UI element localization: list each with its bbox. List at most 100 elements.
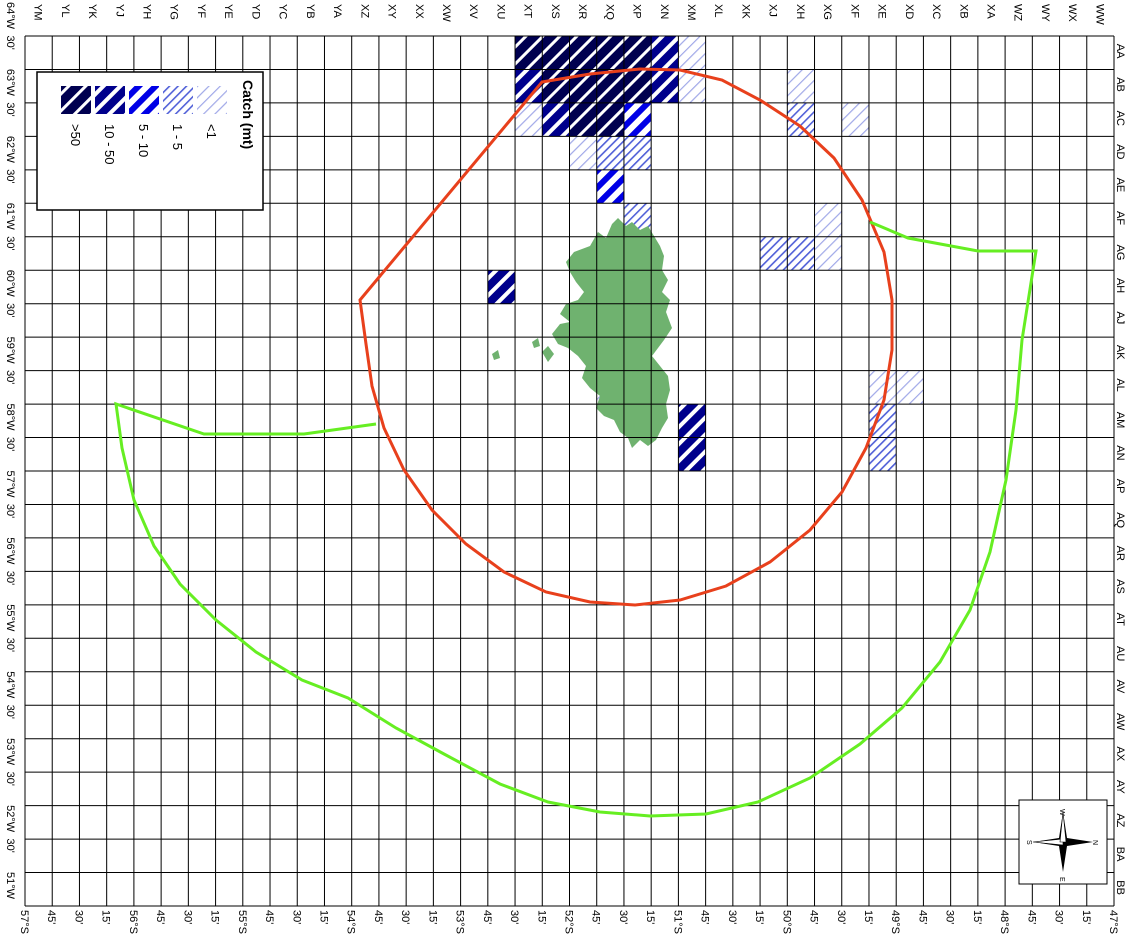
latitude-label: 15' [644,910,656,924]
longitude-label: 30' [4,35,16,49]
row-code-label: XM [685,4,697,21]
catch-cell-XS-AA [542,36,570,70]
land-mass [492,218,672,448]
legend-title: Catch (mt) [240,80,256,149]
catch-cell-XE-AL [868,370,897,405]
latitude-label: 15' [100,910,112,924]
col-code-label: AR [1114,546,1126,561]
row-code-label: YJ [113,4,125,17]
row-code-label: XT [522,4,534,18]
latitude-label: 15' [862,910,874,924]
latitude-label: 30' [944,910,956,924]
latitude-label: 45' [154,910,166,924]
row-code-label: YE [222,4,234,19]
catch-cell-XE-AN [868,437,897,471]
latitude-label: 15' [426,910,438,924]
catch-cell-XD-AL [896,370,924,405]
col-code-label: AK [1114,345,1126,360]
row-code-label: WY [1039,4,1051,22]
latitude-label: 15' [317,910,329,924]
col-code-label: AL [1114,378,1126,391]
catch-cell-XU-AH [487,270,516,304]
row-code-label: WX [1066,4,1078,22]
catch-cell-XQ-AB [596,69,624,103]
row-code-label: XC [930,4,942,19]
legend-swatch-gt50 [61,86,91,114]
row-code-label: XR [576,4,588,19]
catch-cell-XG-AF [814,203,842,237]
col-code-label: AA [1114,44,1126,59]
longitude-label: 30' [4,303,16,317]
axis-labels: WW WX WY WZ XA XB XC XD XE XF XG XH XJ XK XL XM XN XP XQ XR… [4,2,1126,934]
row-code-label: WW [1093,4,1105,25]
legend-swatch-lt1 [197,86,227,114]
catch-cell-XM-AN [678,437,706,471]
longitude-label: 30' [4,839,16,853]
col-code-label: AD [1114,144,1126,159]
col-code-label: AV [1114,680,1126,695]
row-code-label: XN [658,4,670,19]
latitude-label: 30' [508,910,520,924]
longitude-label: 59°W [4,337,16,365]
row-code-label: XQ [603,4,615,20]
row-code-label: WZ [1012,4,1024,21]
col-code-label: AP [1114,479,1126,494]
longitude-label: 30' [4,370,16,384]
latitude-label: 30' [726,910,738,924]
latitude-label: 30' [835,910,847,924]
legend-label-gt50: >50 [68,124,83,146]
green-boundary [114,220,1038,818]
latitude-label: 52°S [563,910,575,934]
row-code-label: YC [277,4,289,19]
longitude-label: 30' [4,504,16,518]
col-code-label: AB [1114,77,1126,92]
row-code-label: YD [249,4,261,19]
compass-e: E [1058,877,1065,882]
row-code-label: XB [957,4,969,19]
longitude-label: 54°W [4,671,16,699]
row-code-label: XA [984,4,996,19]
col-code-label: BA [1114,847,1126,862]
row-code-label: XD [903,4,915,19]
longitude-label: 30' [4,169,16,183]
latitude-label: 30' [72,910,84,924]
row-code-label: YG [168,4,180,20]
row-code-label: XS [549,4,561,19]
catch-cell-XH-AB [787,69,815,103]
catch-cell-XH-AG [787,236,815,271]
longitude-label: 58°W [4,404,16,432]
row-code-label: XE [876,4,888,19]
longitude-label: 63°W [4,69,16,97]
latitude-label: 53°S [454,910,466,934]
col-code-label: AM [1114,412,1126,429]
latitude-label: 45' [590,910,602,924]
catch-cell-XF-AC [841,102,869,137]
catch-cell-XJ-AG [760,236,788,271]
row-code-label: YB [304,4,316,19]
latitude-label: 50°S [780,910,792,934]
col-code-label: BB [1114,880,1126,895]
col-code-label: AG [1114,245,1126,261]
longitude-label: 30' [4,772,16,786]
col-code-label: AX [1114,746,1126,761]
row-code-label: XP [631,4,643,19]
longitude-label: 53°W [4,738,16,766]
catch-cell-XP-AB [623,69,652,103]
latitude-label: 45' [699,910,711,924]
longitude-label: 30' [4,102,16,116]
latitude-label: 15' [1080,910,1092,924]
col-code-label: AF [1114,211,1126,225]
latitude-label: 15' [753,910,765,924]
catch-cell-XQ-AD [596,136,624,170]
catch-cell-XQ-AA [596,36,624,70]
legend: <1 1 - 5 5 - 10 10 - 50 >50 Catch (mt) [36,71,264,211]
latitude-label: 45' [808,910,820,924]
legend-swatch-10to50 [95,86,125,114]
row-code-label: YA [331,4,343,19]
row-code-label: XV [467,4,479,19]
red-boundary [358,67,894,607]
catch-cell-XM-AM [678,404,706,438]
row-code-label: XX [413,4,425,19]
row-code-label: XJ [767,4,779,17]
longitude-label: 30' [4,638,16,652]
